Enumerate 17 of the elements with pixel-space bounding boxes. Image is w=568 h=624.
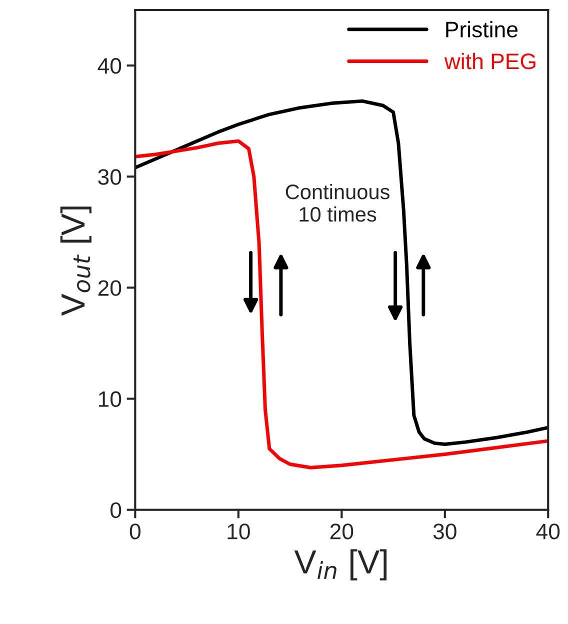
legend-label: with PEG <box>444 52 536 70</box>
x-axis-title: V$_{in}$ [V] <box>294 549 387 580</box>
y-tick-label: 40 <box>98 58 122 74</box>
y-axis-title: V$_{out}$ [V] <box>60 206 92 316</box>
x-tick-label: 10 <box>228 524 250 540</box>
x-tick-label: 40 <box>536 524 560 540</box>
y-tick-label: 10 <box>98 391 122 408</box>
legend-label: Pristine <box>446 21 518 38</box>
x-tick-label: 20 <box>330 524 354 540</box>
x-tick-label: 0 <box>130 524 140 540</box>
y-tick-label: 20 <box>98 280 122 296</box>
annotation: Continuous 10 times <box>286 184 390 222</box>
line-series <box>135 139 548 470</box>
y-tick-label: 0 <box>110 502 122 518</box>
y-tick-label: 30 <box>98 169 122 185</box>
x-tick-label: 30 <box>433 524 456 540</box>
line-series <box>135 99 548 446</box>
